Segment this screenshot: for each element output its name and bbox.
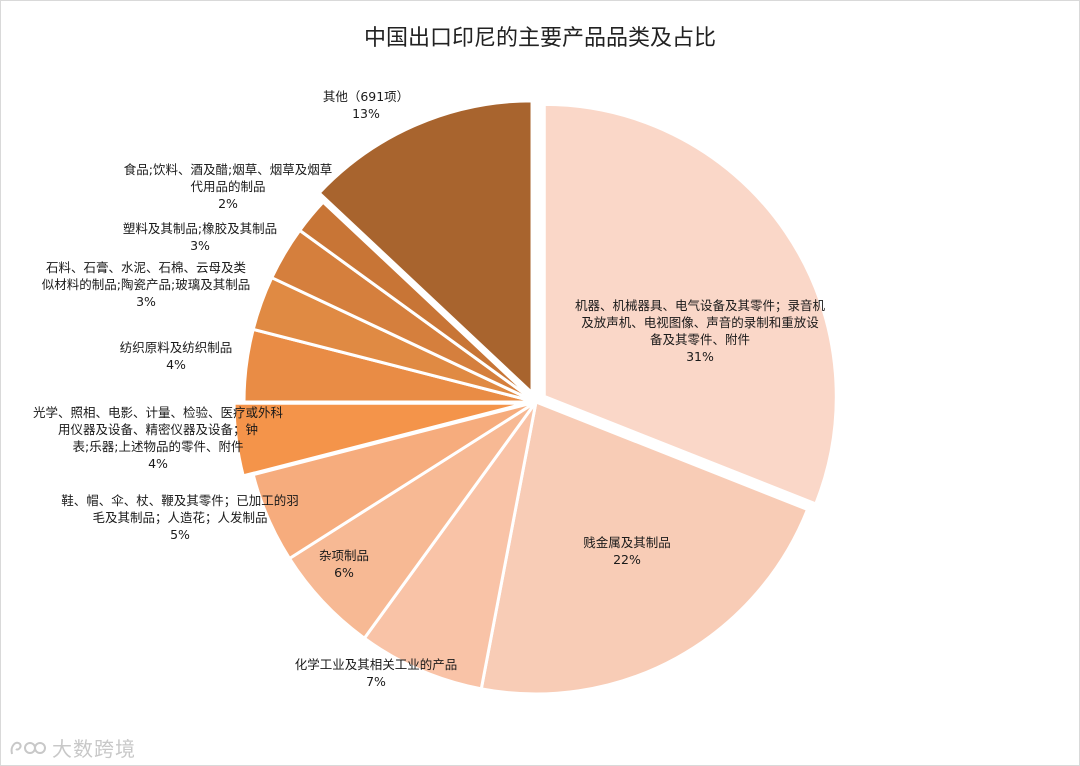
slice-value-label: 3% bbox=[190, 238, 210, 253]
watermark-text: 大数跨境 bbox=[52, 737, 136, 761]
slice-value-label: 2% bbox=[218, 196, 238, 211]
slice-label: 光学、照相、电影、计量、检验、医疗或外科用仪器及设备、精密仪器及设备；钟表;乐器… bbox=[33, 405, 284, 454]
slice-label: 纺织原料及纺织制品 bbox=[120, 340, 233, 355]
slice-label: 其他（691项） bbox=[323, 89, 409, 104]
slice-value-label: 6% bbox=[334, 565, 354, 580]
slice-label: 杂项制品 bbox=[319, 548, 369, 563]
slice-value-label: 4% bbox=[166, 357, 186, 372]
pie-slice bbox=[542, 102, 838, 506]
slice-label: 塑料及其制品;橡胶及其制品 bbox=[123, 221, 277, 236]
pie-slice bbox=[479, 399, 810, 696]
pie-slice bbox=[362, 401, 538, 691]
slice-value-label: 3% bbox=[136, 294, 156, 309]
slice-label: 食品;饮料、酒及醋;烟草、烟草及烟草代用品的制品 bbox=[124, 162, 332, 194]
pie-slices bbox=[232, 99, 838, 696]
slice-label: 贱金属及其制品 bbox=[583, 535, 671, 550]
slice-value-label: 13% bbox=[352, 106, 380, 121]
slice-label: 石料、石膏、水泥、石棉、云母及类似材料的制品;陶瓷产品;玻璃及其制品 bbox=[42, 260, 250, 292]
slice-value-label: 4% bbox=[148, 456, 168, 471]
chart-title: 中国出口印尼的主要产品品类及占比 bbox=[363, 26, 716, 51]
watermark: 大数跨境 bbox=[8, 733, 136, 762]
watermark-logo-icon bbox=[10, 741, 46, 754]
slice-value-label: 22% bbox=[613, 552, 641, 567]
slice-value-label: 5% bbox=[170, 527, 190, 542]
slice-label: 机器、机械器具、电气设备及其零件；录音机及放声机、电视图像、声音的录制和重放设备… bbox=[575, 298, 826, 347]
pie-slice bbox=[297, 199, 538, 404]
pie-slice bbox=[317, 99, 534, 397]
slice-label: 化学工业及其相关工业的产品 bbox=[295, 657, 458, 672]
slice-value-label: 7% bbox=[366, 674, 386, 689]
slice-label: 鞋、帽、伞、杖、鞭及其零件；已加工的羽毛及其制品；人造花；人发制品 bbox=[61, 493, 299, 525]
pie-slice bbox=[232, 401, 527, 478]
slice-labels: 机器、机械器具、电气设备及其零件；录音机及放声机、电视图像、声音的录制和重放设备… bbox=[33, 89, 826, 689]
slice-value-label: 31% bbox=[686, 349, 714, 364]
